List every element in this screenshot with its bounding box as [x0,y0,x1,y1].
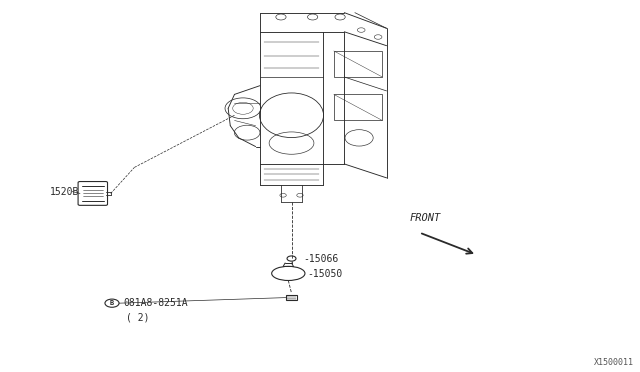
Text: -15050: -15050 [308,269,343,279]
Text: B: B [110,300,114,306]
Text: 081A8-8251A: 081A8-8251A [124,298,188,308]
Text: X1500011: X1500011 [594,358,634,367]
Text: 1520B: 1520B [50,187,79,196]
Text: -15066: -15066 [303,254,339,264]
Text: FRONT: FRONT [410,213,441,223]
Text: ( 2): ( 2) [126,312,150,322]
